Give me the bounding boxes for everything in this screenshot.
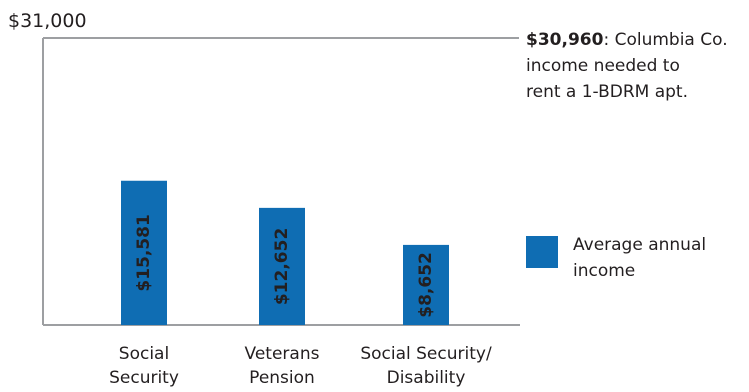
- bar-2: [259, 207, 305, 325]
- category-label-1-line-2: Security: [109, 368, 179, 388]
- category-label-1-line-1: Social: [119, 344, 169, 364]
- bar-value-label-3: $8,652: [416, 252, 436, 318]
- category-label-2-line-2: Pension: [249, 368, 315, 388]
- reference-annotation-line-1: $30,960: Columbia Co.: [526, 30, 728, 50]
- category-labels-group: Social Security Veterans Pension Social Secu…: [109, 344, 492, 388]
- bar-3: [403, 244, 449, 325]
- y-axis-top-label: $31,000: [8, 10, 87, 32]
- bar-1: [121, 180, 167, 325]
- bars-group: $15,581 $12,652 $8,652: [121, 180, 449, 325]
- category-label-3-line-2: Disability: [387, 368, 466, 388]
- legend-label-line-1: Average annual: [573, 235, 706, 255]
- reference-annotation-line-2: income needed to: [526, 56, 680, 76]
- reference-value: $30,960: [526, 30, 604, 50]
- bar-value-label-2: $12,652: [272, 228, 292, 305]
- reference-text-1: : Columbia Co.: [603, 30, 727, 50]
- legend-label-line-2: income: [573, 261, 635, 281]
- category-label-3-line-1: Social Security/: [360, 344, 492, 364]
- bar-value-label-1: $15,581: [134, 214, 154, 291]
- legend-swatch: [526, 236, 558, 268]
- reference-annotation-line-3: rent a 1-BDRM apt.: [526, 82, 688, 102]
- category-label-2-line-1: Veterans: [245, 344, 320, 364]
